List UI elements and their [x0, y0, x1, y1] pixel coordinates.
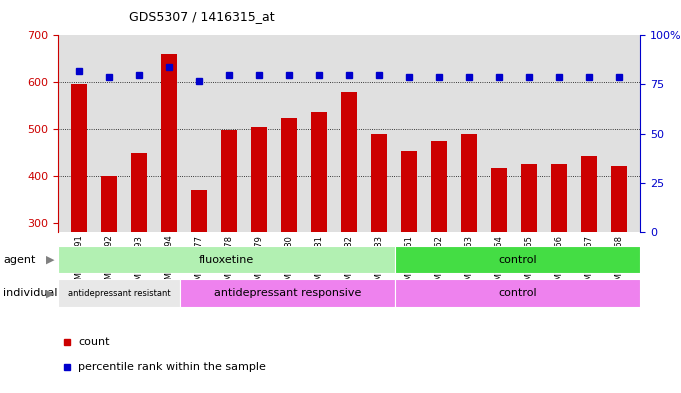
- Bar: [611, 166, 627, 232]
- Bar: [581, 156, 597, 232]
- Text: agent: agent: [3, 255, 36, 265]
- Bar: [180, 279, 395, 307]
- Text: GDS5307 / 1416315_at: GDS5307 / 1416315_at: [129, 10, 275, 23]
- Bar: [461, 134, 477, 232]
- Bar: [251, 127, 267, 232]
- Bar: [395, 279, 640, 307]
- Bar: [131, 153, 147, 232]
- Bar: [491, 168, 507, 232]
- Text: ▶: ▶: [46, 288, 54, 298]
- Bar: [395, 246, 640, 273]
- Bar: [58, 279, 180, 307]
- Bar: [58, 246, 395, 273]
- Text: antidepressant resistant: antidepressant resistant: [68, 289, 170, 298]
- Bar: [311, 112, 328, 232]
- Text: count: count: [78, 337, 110, 347]
- Text: ▶: ▶: [46, 255, 54, 265]
- Bar: [340, 92, 358, 232]
- Text: control: control: [498, 288, 537, 298]
- Bar: [401, 151, 417, 232]
- Text: fluoxetine: fluoxetine: [199, 255, 254, 265]
- Bar: [221, 130, 237, 232]
- Bar: [370, 134, 387, 232]
- Bar: [521, 163, 537, 232]
- Bar: [281, 118, 297, 232]
- Bar: [551, 163, 567, 232]
- Text: antidepressant responsive: antidepressant responsive: [214, 288, 362, 298]
- Bar: [71, 84, 87, 232]
- Bar: [431, 141, 447, 232]
- Bar: [161, 54, 177, 232]
- Bar: [101, 176, 117, 232]
- Bar: [191, 190, 207, 232]
- Text: individual: individual: [3, 288, 58, 298]
- Text: control: control: [498, 255, 537, 265]
- Text: percentile rank within the sample: percentile rank within the sample: [78, 362, 266, 373]
